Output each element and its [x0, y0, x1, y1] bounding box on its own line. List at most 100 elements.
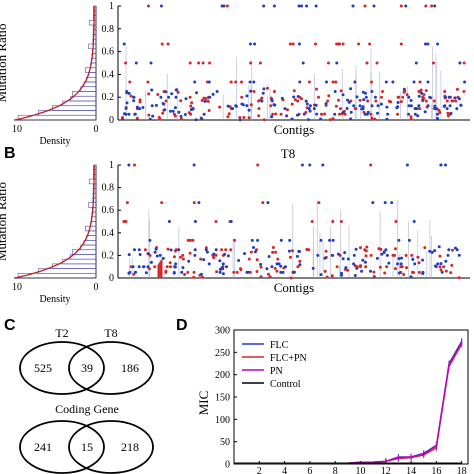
- data-point: [285, 108, 289, 112]
- histogram-bar: [70, 95, 97, 102]
- data-point: [187, 111, 191, 115]
- data-point: [285, 114, 289, 118]
- data-point: [444, 259, 448, 263]
- data-point: [265, 86, 269, 90]
- data-point: [296, 113, 299, 117]
- density-tick-label: 0: [94, 124, 99, 135]
- data-point: [404, 253, 408, 257]
- data-point: [199, 257, 203, 261]
- data-point: [323, 256, 327, 260]
- venn-right-count: 186: [121, 361, 139, 375]
- data-point: [462, 61, 466, 65]
- data-point: [369, 163, 373, 167]
- data-point: [237, 259, 241, 262]
- data-point: [438, 254, 442, 258]
- data-point: [247, 116, 251, 120]
- data-point: [293, 98, 297, 102]
- data-point: [261, 91, 265, 95]
- data-point: [355, 95, 359, 99]
- data-point: [186, 270, 190, 274]
- data-point: [430, 4, 434, 8]
- data-point: [437, 245, 441, 249]
- data-point: [346, 257, 350, 261]
- data-point: [324, 102, 328, 106]
- data-point: [257, 107, 261, 111]
- data-point: [273, 266, 277, 270]
- data-point: [143, 248, 147, 252]
- y-tick-label: 250: [215, 348, 230, 359]
- data-point: [220, 248, 224, 252]
- data-point: [416, 114, 420, 118]
- data-point: [249, 61, 253, 65]
- data-point: [247, 257, 251, 261]
- x-tick-label: 10: [355, 466, 365, 474]
- data-point: [153, 265, 157, 269]
- y-tick-label: 1: [109, 1, 114, 12]
- data-point: [311, 266, 315, 270]
- x-tick-label: 12: [381, 466, 391, 474]
- data-point: [214, 220, 218, 223]
- data-point: [433, 104, 437, 108]
- data-point: [306, 118, 310, 122]
- data-point: [407, 112, 411, 116]
- data-point: [349, 110, 353, 114]
- data-point: [188, 95, 192, 99]
- data-point: [134, 61, 138, 65]
- data-point: [331, 117, 335, 121]
- data-point: [122, 112, 126, 116]
- data-point: [252, 90, 256, 93]
- data-point: [249, 250, 253, 254]
- data-point: [211, 92, 215, 96]
- histogram-bar: [86, 235, 97, 241]
- y-tick-label: 0.4: [102, 228, 115, 239]
- data-point: [191, 107, 195, 111]
- data-point: [274, 112, 278, 116]
- legend-label: PN: [270, 366, 283, 377]
- data-point: [361, 90, 365, 94]
- data-point: [250, 238, 254, 242]
- data-point: [192, 201, 196, 205]
- data-point: [399, 42, 403, 46]
- data-point: [192, 275, 196, 279]
- data-point: [428, 249, 432, 253]
- data-point: [165, 265, 169, 269]
- data-point: [379, 95, 383, 99]
- data-point: [371, 201, 375, 205]
- data-point: [151, 114, 155, 118]
- data-point: [412, 271, 415, 274]
- data-point: [389, 100, 393, 104]
- data-point: [245, 94, 249, 98]
- data-point: [438, 111, 442, 114]
- data-point: [457, 276, 461, 280]
- data-point: [201, 61, 205, 65]
- data-point: [385, 117, 389, 121]
- data-point: [402, 273, 406, 276]
- data-point: [310, 220, 314, 223]
- venn-right-ellipse: [68, 341, 154, 395]
- data-point: [253, 250, 257, 254]
- data-point: [150, 88, 154, 92]
- data-point: [353, 274, 357, 277]
- data-point: [137, 265, 141, 269]
- data-point: [138, 98, 142, 102]
- data-point: [335, 265, 339, 269]
- data-point: [287, 249, 291, 253]
- y-tick-label: 0: [109, 273, 114, 284]
- data-point: [444, 95, 447, 99]
- data-point: [457, 97, 461, 101]
- data-point: [160, 42, 164, 46]
- data-point: [150, 104, 154, 108]
- density-tick-label: 0: [94, 282, 99, 293]
- data-point: [180, 270, 184, 274]
- data-point: [397, 238, 401, 242]
- data-point: [417, 104, 421, 108]
- data-point: [148, 238, 152, 242]
- data-point: [275, 269, 279, 273]
- data-point: [221, 262, 225, 266]
- data-point: [181, 266, 185, 270]
- data-point: [129, 94, 133, 98]
- data-point: [397, 257, 401, 261]
- series-line: [234, 343, 463, 464]
- data-point: [380, 252, 384, 256]
- data-point: [135, 105, 139, 109]
